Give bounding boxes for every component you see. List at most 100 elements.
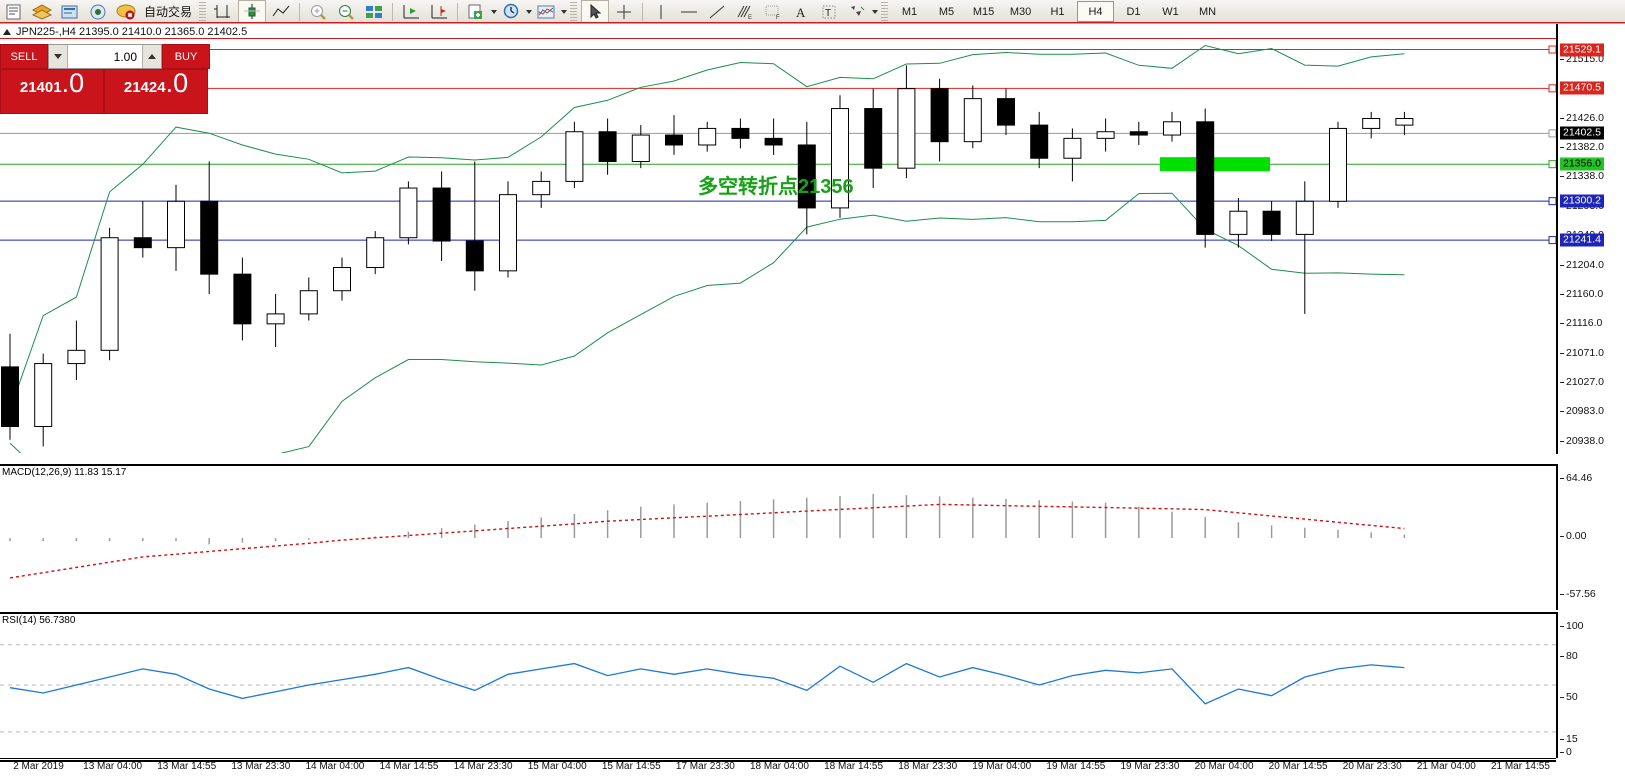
- price-tag-blue[interactable]: 21300.2: [1560, 194, 1604, 208]
- templates-dropdown-caret[interactable]: [491, 9, 498, 14]
- buy-button[interactable]: BUY: [162, 44, 210, 69]
- candle-body-down[interactable]: [764, 137, 783, 146]
- candle-body-down[interactable]: [864, 108, 883, 169]
- time-axis[interactable]: 2 Mar 2019 13 Mar 04:00 13 Mar 14:55 13 Mar…: [0, 758, 1556, 777]
- navigator-icon[interactable]: [85, 1, 111, 22]
- candle-body-down[interactable]: [1129, 131, 1148, 136]
- volume-stepper[interactable]: 1.00: [48, 44, 162, 69]
- timeframe-w1[interactable]: W1: [1162, 5, 1179, 18]
- timeframe-d1[interactable]: D1: [1126, 5, 1141, 18]
- macd-pane[interactable]: MACD(12,26,9) 11.83 15.17: [0, 464, 1556, 614]
- autotrade-label[interactable]: 自动交易: [144, 5, 193, 19]
- main-chart-pane[interactable]: [0, 39, 1556, 453]
- level-handle[interactable]: [1548, 197, 1556, 206]
- timeframe-mn[interactable]: MN: [1198, 5, 1217, 18]
- terminal-icon[interactable]: [57, 1, 83, 22]
- price-tag-black[interactable]: 21402.5: [1560, 126, 1604, 140]
- level-handle[interactable]: [1548, 160, 1556, 169]
- zoom-out-icon[interactable]: [333, 1, 359, 22]
- candle-body-up[interactable]: [631, 134, 650, 163]
- level-handle[interactable]: [1548, 45, 1556, 54]
- candle-body-up[interactable]: [698, 127, 717, 146]
- candle-body-up[interactable]: [1063, 137, 1082, 159]
- period-dropdown-caret[interactable]: [526, 9, 533, 14]
- collapse-triangle-icon[interactable]: [3, 28, 11, 35]
- candle-body-up[interactable]: [1329, 127, 1347, 202]
- candle-body-up[interactable]: [1229, 210, 1248, 235]
- level-handle[interactable]: [1548, 236, 1556, 245]
- candle-body-down[interactable]: [731, 127, 750, 139]
- level-handle[interactable]: [1548, 129, 1556, 138]
- candle-body-up[interactable]: [897, 88, 916, 169]
- candle-body-down[interactable]: [997, 98, 1015, 126]
- indicators-icon[interactable]: [533, 1, 559, 22]
- candle-body-up[interactable]: [266, 313, 285, 325]
- candle-body-up[interactable]: [67, 349, 86, 365]
- candle-body-up[interactable]: [963, 98, 982, 143]
- candle-body-down[interactable]: [432, 187, 451, 242]
- timeframe-m30[interactable]: M30: [1009, 5, 1032, 18]
- pointer-icon[interactable]: [581, 0, 610, 23]
- toolbar-grip[interactable]: [199, 2, 207, 21]
- sell-button[interactable]: SELL: [0, 44, 48, 69]
- candle-body-up[interactable]: [499, 194, 517, 272]
- timeframe-h4[interactable]: H4: [1077, 1, 1115, 22]
- candle-body-up[interactable]: [831, 108, 849, 209]
- channel-icon[interactable]: F: [760, 1, 786, 22]
- templates-icon[interactable]: [463, 1, 489, 22]
- timeframe-m15[interactable]: M15: [972, 5, 995, 18]
- level-handle[interactable]: [1548, 84, 1556, 93]
- candle-body-down[interactable]: [1196, 121, 1215, 235]
- candle-body-up[interactable]: [100, 237, 119, 351]
- candle-body-down[interactable]: [598, 131, 617, 163]
- candle-body-up[interactable]: [333, 267, 351, 292]
- timeframe-m5[interactable]: M5: [938, 5, 955, 18]
- candle-body-down[interactable]: [930, 88, 949, 143]
- indicators-dropdown-caret[interactable]: [561, 9, 568, 14]
- candle-body-down[interactable]: [665, 134, 683, 146]
- toolbar-grip-3[interactable]: [881, 2, 889, 21]
- candlestick-icon[interactable]: [238, 0, 267, 23]
- timeframe-h1[interactable]: H1: [1050, 5, 1065, 18]
- fibo-icon[interactable]: E: [732, 1, 758, 22]
- sell-price[interactable]: 21401 .0: [0, 69, 104, 114]
- candle-body-down[interactable]: [797, 144, 816, 209]
- tile-windows-icon[interactable]: [361, 1, 387, 22]
- candle-body-up[interactable]: [1096, 131, 1115, 139]
- candle-body-down[interactable]: [1030, 124, 1049, 159]
- candle-body-down[interactable]: [465, 240, 484, 272]
- one-click-trading-panel[interactable]: SELL 1.00 BUY 21401 .0 21424 .0: [0, 44, 210, 114]
- candle-body-up[interactable]: [1395, 117, 1414, 126]
- trendline-icon[interactable]: [704, 1, 730, 22]
- layers-icon[interactable]: [29, 1, 55, 22]
- candle-body-down[interactable]: [233, 273, 252, 325]
- label-icon[interactable]: T: [816, 1, 842, 22]
- period-icon[interactable]: [498, 1, 524, 22]
- autotrade-icon[interactable]: [113, 1, 139, 22]
- volume-input[interactable]: 1.00: [68, 45, 142, 68]
- auto-scroll-icon[interactable]: [426, 1, 452, 22]
- candle-body-up[interactable]: [1163, 121, 1181, 136]
- volume-decrease-button[interactable]: [49, 45, 68, 68]
- rsi-pane[interactable]: RSI(14) 56.7380: [0, 612, 1556, 762]
- text-icon[interactable]: A: [788, 1, 814, 22]
- bar-chart-icon[interactable]: [210, 1, 236, 22]
- candle-body-down[interactable]: [133, 237, 152, 249]
- candle-body-up[interactable]: [1362, 117, 1381, 129]
- toolbar-grip-2[interactable]: [570, 2, 578, 21]
- price-scale[interactable]: 21515.021426.021382.021338.021293.021249…: [1556, 24, 1625, 454]
- crosshair-icon[interactable]: [611, 1, 637, 22]
- line-chart-icon[interactable]: [268, 1, 294, 22]
- horizontal-line-icon[interactable]: [676, 1, 702, 22]
- order-icon[interactable]: [1, 1, 27, 22]
- chart-shift-icon[interactable]: [398, 1, 424, 22]
- price-tag-green[interactable]: 21356.0: [1560, 157, 1604, 171]
- candle-body-up[interactable]: [565, 131, 584, 182]
- candle-body-up[interactable]: [1295, 200, 1314, 235]
- candle-body-down[interactable]: [1, 366, 19, 428]
- candle-body-up[interactable]: [532, 180, 551, 196]
- candle-body-down[interactable]: [200, 200, 219, 275]
- vertical-line-icon[interactable]: [648, 1, 674, 22]
- candle-body-up[interactable]: [399, 187, 418, 239]
- objects-dropdown-caret[interactable]: [872, 9, 879, 14]
